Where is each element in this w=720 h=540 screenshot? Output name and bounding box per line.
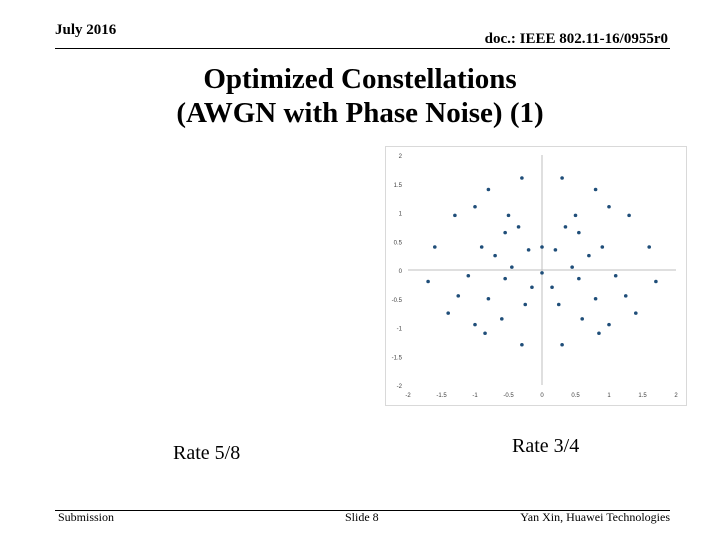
- footer-author: Yan Xin, Huawei Technologies: [520, 510, 670, 524]
- constellation-point: [560, 342, 564, 347]
- x-tick-label: 1: [607, 393, 611, 399]
- constellation-point: [607, 204, 611, 209]
- y-tick-label: 2: [399, 154, 403, 160]
- x-tick-label: -0.5: [503, 393, 514, 399]
- y-tick-label: 0.5: [394, 240, 403, 246]
- x-tick-label: 0: [540, 393, 544, 399]
- footer-slide-number: Slide 8: [345, 510, 379, 524]
- constellation-svg: 2 1.5 1 0.5 0 -0.5 -1 -1.5 -2-2 -1.5 -1 -0.5 0 0.5 1 1.…: [392, 154, 679, 399]
- constellation-point: [500, 317, 504, 321]
- constellation-plot: 2 1.5 1 0.5 0 -0.5 -1 -1.5 -2 -2 -1.5 -1 -0.5 0 0.5 1 1.…: [385, 146, 687, 406]
- constellation-point: [526, 248, 531, 252]
- y-tick-label: 1: [399, 212, 403, 218]
- constellation-point: [520, 342, 524, 347]
- constellation-point: [577, 230, 581, 235]
- y-tick-label: -2: [397, 384, 403, 390]
- x-tick-label: 0.5: [571, 393, 580, 399]
- footer-submission: Submission: [58, 510, 115, 524]
- slide-title: Optimized Constellations (AWGN with Phas…: [0, 62, 720, 130]
- constellation-point: [516, 225, 521, 229]
- constellation-point: [483, 331, 487, 336]
- constellation-point: [550, 285, 554, 290]
- constellation-point: [607, 322, 611, 327]
- constellation-point: [456, 294, 461, 298]
- constellation-point: [623, 294, 628, 298]
- constellation-point: [634, 311, 638, 315]
- constellation-point: [587, 253, 591, 258]
- constellation-point: [577, 276, 581, 281]
- constellation-point: [433, 245, 437, 249]
- constellation-point: [553, 248, 558, 252]
- constellation-point: [593, 296, 598, 301]
- constellation-point: [530, 285, 534, 290]
- constellation-point: [563, 225, 568, 229]
- constellation-point: [493, 253, 497, 258]
- constellation-point: [466, 273, 471, 278]
- constellation-point: [540, 245, 544, 249]
- constellation-point: [573, 213, 578, 218]
- x-tick-label: -1: [472, 393, 478, 399]
- constellation-point: [593, 187, 598, 192]
- constellation-point: [600, 245, 605, 249]
- slide-title-line2: (AWGN with Phase Noise) (1): [176, 97, 544, 129]
- constellation-point: [446, 311, 450, 315]
- y-tick-label: -0.5: [392, 298, 403, 304]
- constellation-point: [647, 245, 651, 249]
- y-tick-label: 0: [399, 269, 403, 275]
- constellation-point: [510, 265, 514, 269]
- constellation-point: [453, 213, 457, 218]
- constellation-point: [503, 276, 507, 281]
- x-tick-label: 2: [674, 393, 678, 399]
- slide-title-line1: Optimized Constellations: [203, 63, 517, 95]
- constellation-point: [556, 302, 561, 307]
- footer-divider: [55, 510, 670, 511]
- constellation-point: [506, 213, 511, 218]
- rate-left-label: Rate 5/8: [173, 442, 241, 464]
- x-tick-label: -1.5: [436, 393, 447, 399]
- constellation-point: [523, 302, 528, 307]
- constellation-point: [560, 176, 564, 180]
- constellation-point: [570, 265, 574, 269]
- header-divider: [55, 48, 670, 49]
- header-date: July 2016: [55, 22, 117, 38]
- rate-right-label: Rate 3/4: [512, 435, 580, 457]
- constellation-point: [597, 331, 601, 336]
- y-tick-label: 1.5: [394, 183, 403, 189]
- constellation-point: [486, 187, 491, 192]
- x-tick-label: 1.5: [638, 393, 647, 399]
- header-doc-id: doc.: IEEE 802.11-16/0955r0: [484, 31, 668, 47]
- y-tick-label: -1.5: [392, 355, 403, 361]
- constellation-point: [473, 322, 477, 327]
- constellation-point: [580, 317, 584, 321]
- y-tick-label: -1: [397, 327, 403, 333]
- constellation-point: [486, 296, 491, 301]
- constellation-point: [540, 271, 544, 275]
- constellation-point: [479, 245, 484, 249]
- x-tick-label: -2: [405, 393, 411, 399]
- constellation-point: [426, 279, 430, 284]
- constellation-point: [654, 279, 658, 284]
- constellation-point: [473, 204, 477, 209]
- constellation-point: [613, 273, 618, 278]
- constellation-point: [627, 213, 631, 218]
- constellation-point: [520, 176, 524, 180]
- constellation-point: [503, 230, 507, 235]
